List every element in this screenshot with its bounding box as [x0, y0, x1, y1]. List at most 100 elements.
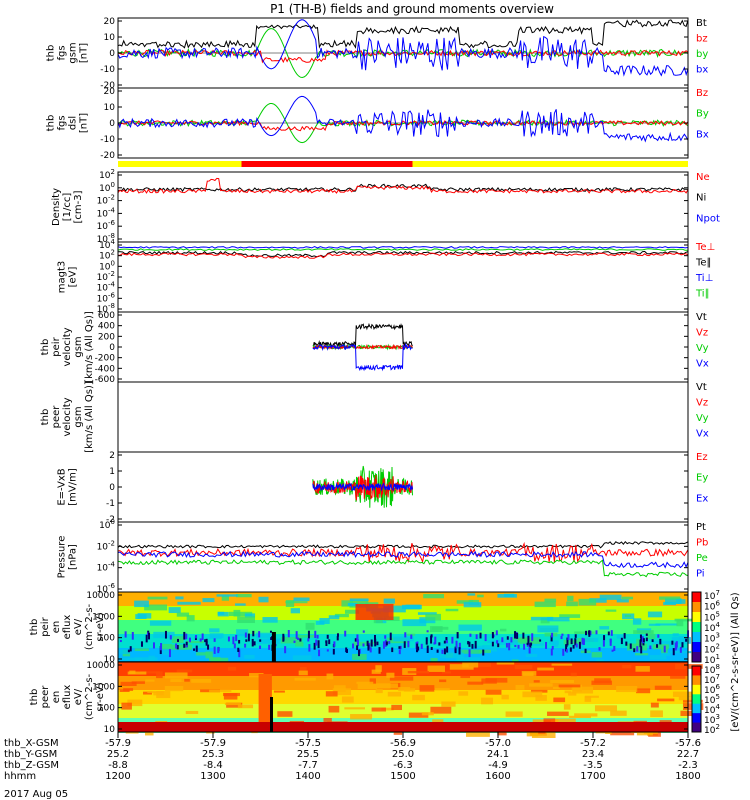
- spectrogram-cell: [522, 632, 525, 639]
- spectrogram-cell: [235, 603, 246, 606]
- spectrogram-cell: [458, 624, 482, 631]
- spectrogram-cell: [501, 694, 509, 700]
- series-line: [117, 250, 689, 258]
- colorbar-tick-label: 106: [704, 683, 720, 696]
- legend-entry: Ti∥: [695, 289, 710, 300]
- spectrogram-cell: [235, 634, 238, 642]
- spectrogram-cell: [574, 638, 577, 646]
- spectrogram-cell: [517, 644, 520, 649]
- spectrogram-cell: [463, 602, 482, 608]
- spectrogram-cell: [680, 710, 698, 717]
- spectrogram-cell: [547, 711, 569, 716]
- spectrogram-cell: [162, 650, 170, 655]
- spectrogram-cell: [196, 652, 209, 656]
- colorbar-band: [692, 642, 701, 653]
- spectrogram-cell: [207, 644, 210, 650]
- spectrogram-cell: [591, 652, 603, 658]
- spectrogram-cell: [427, 665, 445, 672]
- legend-entry: bz: [696, 34, 708, 45]
- spectrogram-cell: [441, 649, 444, 654]
- y-axis-label: thb: [46, 45, 57, 62]
- spectrogram-cell: [134, 648, 149, 652]
- spectrogram-cell: [620, 637, 623, 645]
- spectrogram-cell: [642, 641, 645, 646]
- x-axis-value: -57.0: [485, 738, 511, 749]
- x-axis-row-label: thb_X-GSM: [4, 738, 59, 749]
- y-tick-label: 600: [98, 311, 115, 321]
- spectrogram-cell: [118, 722, 688, 732]
- spectrogram-cell: [550, 680, 575, 684]
- spectrogram-cell: [515, 685, 525, 690]
- spectrogram-cell: [258, 631, 261, 638]
- spectrogram-cell: [558, 684, 581, 688]
- spectrogram-cell: [532, 643, 544, 646]
- spectrogram-cell: [216, 594, 238, 597]
- panel-fgs_dsl: 20 10 0 -10 -20 thb fgs dsl [nT] Bz By Bx: [46, 87, 709, 161]
- spectrogram-cell: [383, 598, 395, 604]
- series-line: [312, 342, 413, 372]
- spectrogram-cell: [366, 640, 369, 646]
- series-line: [117, 246, 689, 249]
- spectrogram-cell: [585, 630, 588, 636]
- spectrogram-cell: [430, 706, 452, 714]
- y-axis-label: (cm^2-s-: [84, 673, 95, 720]
- y-axis-label: magt3: [57, 261, 68, 294]
- spectrogram-cell: [434, 636, 437, 645]
- spectrogram-cell: [384, 639, 387, 647]
- spectrogram-cell: [195, 645, 198, 652]
- x-axis-value: 25.0: [392, 749, 414, 760]
- y-tick-label: 10-8: [97, 302, 115, 315]
- y-tick-label: -1: [106, 499, 115, 509]
- spectrogram-cell: [567, 634, 570, 641]
- legend-entry: Pe: [696, 553, 708, 564]
- status-bar-segment: [241, 161, 413, 167]
- spectrogram-cell: [471, 643, 474, 649]
- series-line: [117, 550, 689, 569]
- y-axis-label: Pressure: [57, 536, 68, 579]
- spectrogram-cell: [599, 626, 610, 630]
- spectrogram-cell: [185, 633, 188, 640]
- legend-entry: Te∥: [695, 258, 712, 269]
- x-axis-value: -7.7: [298, 760, 318, 771]
- spectrogram-cell: [398, 646, 401, 649]
- legend-entry: Pt: [696, 522, 706, 533]
- y-tick-label: 100: [98, 704, 115, 714]
- spectrogram-cell: [147, 596, 168, 600]
- spectrogram-cell: [528, 646, 531, 654]
- y-axis-label: Density: [51, 188, 62, 226]
- spectrogram-cell: [645, 637, 648, 642]
- colorbar-tick-label: 107: [704, 589, 720, 602]
- spectrogram-cell: [420, 643, 423, 649]
- spectrogram-cell: [491, 632, 494, 639]
- spectrogram-cell: [527, 635, 530, 644]
- y-tick-label: 1: [109, 467, 115, 477]
- spectrogram-cell: [423, 594, 445, 599]
- colorbar-title: [eV/(cm^2-s-sr-eV)] (All Qs): [730, 592, 741, 731]
- y-axis-label: en: [51, 621, 62, 634]
- y-axis-label: thb: [46, 115, 57, 132]
- spectrogram-cell: [258, 674, 272, 722]
- spectrogram-cell: [298, 670, 308, 676]
- spectrogram-cell: [134, 657, 158, 661]
- spectrogram-cell: [156, 671, 163, 679]
- spectrogram-cell: [501, 637, 504, 643]
- spectrogram-cell: [539, 639, 542, 642]
- spectrogram-cell: [356, 634, 359, 641]
- spectrogram-cell: [152, 642, 155, 649]
- spectrogram-cell: [455, 640, 458, 649]
- spectrogram-cell: [387, 691, 402, 697]
- spectrogram-cell: [386, 672, 395, 678]
- spectrogram-cell: [176, 612, 190, 617]
- plot-title: P1 (TH-B) fields and ground moments over…: [270, 2, 554, 16]
- spectrogram-cell: [226, 702, 243, 708]
- spectrogram-cell: [676, 599, 686, 604]
- y-axis-label: [km/s (All Qs)]: [84, 381, 95, 453]
- legend-entry: Vz: [696, 398, 708, 409]
- spectrogram-cell: [280, 637, 303, 644]
- spectrogram-cell: [591, 680, 613, 685]
- spectrogram-cell: [445, 640, 448, 644]
- spectrogram-cell: [563, 704, 571, 710]
- series-line: [117, 248, 689, 251]
- spectrogram-cell: [356, 645, 359, 651]
